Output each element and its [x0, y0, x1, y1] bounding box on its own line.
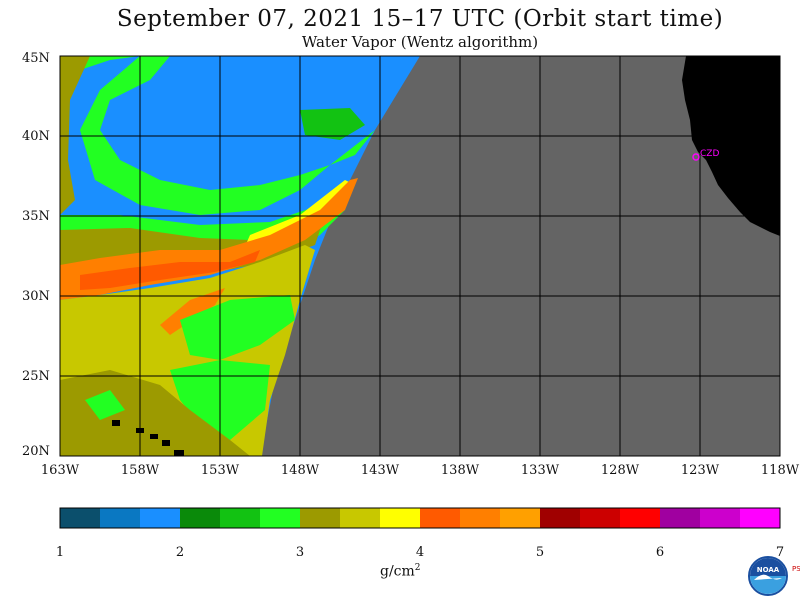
colorbar-tick-label: 2 — [176, 545, 184, 560]
colorbar-swatch — [700, 508, 740, 528]
colorbar-swatch — [220, 508, 260, 528]
lon-label: 148W — [281, 463, 320, 478]
lon-label: 158W — [121, 463, 160, 478]
map-gridlines — [60, 56, 780, 456]
lon-label: 143W — [361, 463, 400, 478]
noaa-logo: NOAA — [748, 556, 788, 596]
map-panel — [60, 56, 780, 456]
colorbar-swatch — [340, 508, 380, 528]
lat-label: 45N — [22, 51, 50, 66]
units-superscript: 2 — [414, 563, 421, 573]
colorbar-swatch — [540, 508, 580, 528]
colorbar-swatch — [260, 508, 300, 528]
map-title: September 07, 2021 15–17 UTC (Orbit star… — [116, 6, 724, 32]
lon-label: 133W — [521, 463, 560, 478]
colorbar-frame — [59, 507, 781, 529]
lat-labels: 45N 40N 35N 30N 25N 20N — [22, 51, 50, 459]
colorbar-swatch — [300, 508, 340, 528]
lat-label: 40N — [22, 129, 50, 144]
colorbar-swatch — [140, 508, 180, 528]
colorbar-swatch — [380, 508, 420, 528]
colorbar-units: g/cm2 — [380, 563, 421, 580]
colorbar — [60, 508, 780, 528]
colorbar-swatch — [580, 508, 620, 528]
lon-label: 138W — [441, 463, 480, 478]
colorbar-swatch — [660, 508, 700, 528]
lon-label: 123W — [681, 463, 720, 478]
colorbar-swatch — [420, 508, 460, 528]
wv-band-green-south3 — [85, 390, 125, 420]
colorbar-swatch — [460, 508, 500, 528]
colorbar-tick-label: 4 — [416, 545, 424, 560]
colorbar-tick-label: 1 — [56, 545, 64, 560]
lat-label: 35N — [22, 209, 50, 224]
colorbar-tick-label: 6 — [656, 545, 664, 560]
lat-label: 25N — [22, 369, 50, 384]
lon-label: 163W — [41, 463, 80, 478]
wv-band-orange-south — [160, 288, 225, 335]
lat-label: 30N — [22, 289, 50, 304]
wv-band-red-orange — [80, 250, 260, 290]
station-marker — [692, 153, 700, 161]
colorbar-swatch — [740, 508, 780, 528]
colorbar-swatch — [100, 508, 140, 528]
map-frame — [59, 55, 781, 457]
colorbar-swatch — [620, 508, 660, 528]
psl-label: PSL — [792, 565, 800, 573]
lon-label: 118W — [761, 463, 800, 478]
wv-band-green-south — [180, 295, 295, 360]
colorbar-tick-label: 3 — [296, 545, 304, 560]
lon-label: 153W — [201, 463, 240, 478]
colorbar-swatch — [500, 508, 540, 528]
lon-labels: 163W 158W 153W 148W 143W 138W 133W 128W … — [41, 463, 800, 478]
wv-band-green-north — [60, 56, 375, 215]
wv-band-darkgreen-north — [300, 108, 365, 140]
colorbar-tick-label: 5 — [536, 545, 544, 560]
colorbar-swatch — [180, 508, 220, 528]
colorbar-swatch — [60, 508, 100, 528]
land-north-america — [682, 56, 780, 236]
station-label: CZD — [700, 149, 719, 159]
lat-label: 20N — [22, 444, 50, 459]
units-text: g/cm — [380, 563, 415, 580]
colorbar-labels: 1 2 3 4 5 6 7 — [56, 545, 784, 560]
map-subtitle: Water Vapor (Wentz algorithm) — [301, 33, 539, 51]
lon-label: 128W — [601, 463, 640, 478]
colorbar-tick-label: 7 — [776, 545, 784, 560]
wv-band-olive-north — [60, 56, 90, 215]
logo-text: NOAA — [757, 566, 780, 574]
